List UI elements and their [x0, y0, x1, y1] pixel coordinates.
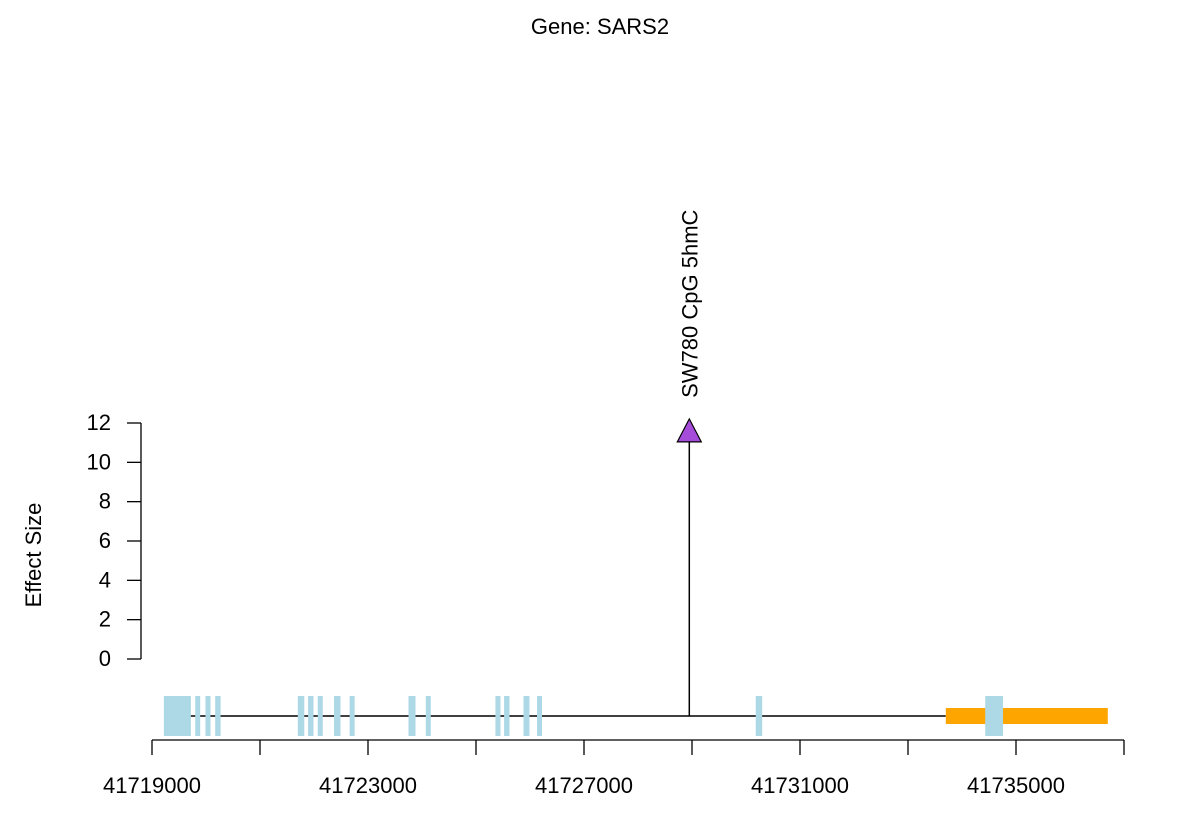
- exon-block: [308, 696, 314, 736]
- exon-block: [317, 696, 323, 736]
- exon-block: [504, 696, 510, 736]
- y-axis-label: Effect Size: [21, 503, 46, 608]
- y-tick-label: 6: [99, 528, 111, 553]
- gene-track: [163, 696, 1108, 736]
- y-tick-label: 10: [87, 449, 111, 474]
- exon-block: [495, 696, 501, 736]
- y-tick-label: 2: [99, 607, 111, 632]
- x-axis: 41719000 41723000 41727000 41731000 41735000: [103, 739, 1125, 798]
- exon-block: [985, 696, 1004, 736]
- exon-block: [333, 696, 341, 736]
- highlight-region-bar: [945, 708, 1108, 724]
- x-tick-label: 41723000: [319, 773, 417, 798]
- y-tick-label: 8: [99, 489, 111, 514]
- exon-block: [425, 696, 431, 736]
- exon-block: [205, 696, 211, 736]
- exon-block: [523, 696, 530, 736]
- exon-block: [408, 696, 416, 736]
- x-tick-label: 41727000: [535, 773, 633, 798]
- chart-title: Gene: SARS2: [531, 14, 669, 39]
- exon-block: [349, 696, 355, 736]
- exon-block: [195, 696, 201, 736]
- point-label: SW780 CpG 5hmC: [677, 209, 702, 397]
- x-tick-label: 41731000: [751, 773, 849, 798]
- y-tick-label: 0: [99, 646, 111, 671]
- x-tick-label: 41719000: [103, 773, 201, 798]
- exon-block: [755, 696, 763, 736]
- exon-block: [537, 696, 543, 736]
- x-tick-label: 41735000: [967, 773, 1065, 798]
- y-tick-label: 12: [87, 410, 111, 435]
- data-points: SW780 CpG 5hmC: [676, 209, 703, 716]
- y-axis: 0 2 4 6 8 10 12: [87, 410, 142, 671]
- triangle-marker: [676, 417, 703, 443]
- y-tick-label: 4: [99, 567, 111, 592]
- exon-block: [163, 696, 191, 736]
- exon-block: [215, 696, 221, 736]
- exon-block: [297, 696, 305, 736]
